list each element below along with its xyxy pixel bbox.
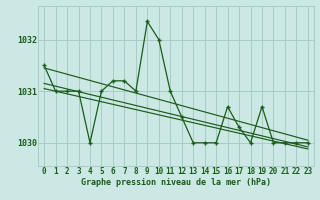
X-axis label: Graphe pression niveau de la mer (hPa): Graphe pression niveau de la mer (hPa) [81, 178, 271, 187]
